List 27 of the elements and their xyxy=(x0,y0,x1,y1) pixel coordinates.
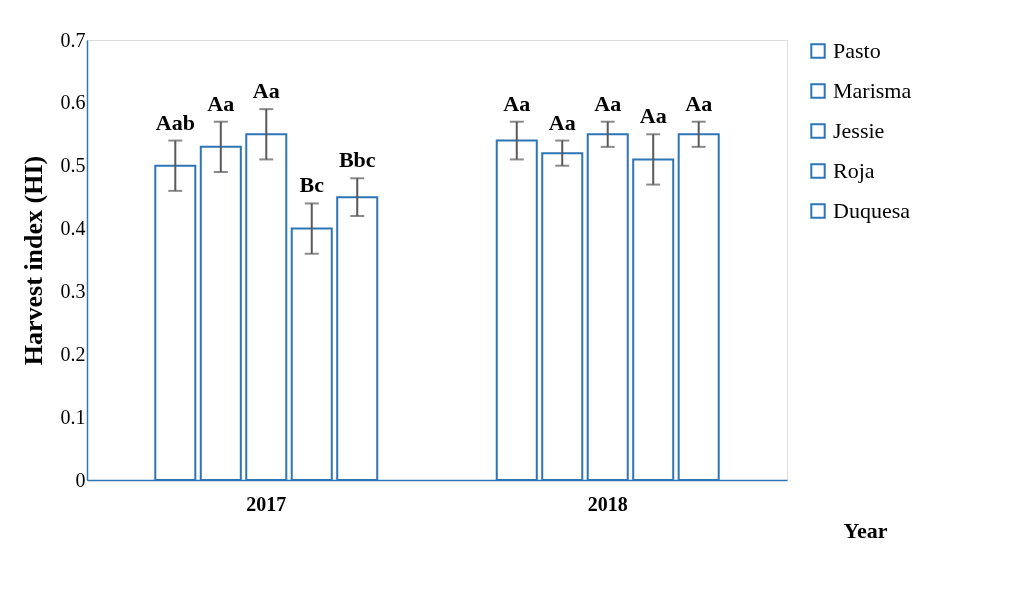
y-tick-label: 0 xyxy=(75,468,86,491)
x-axis-title: Year xyxy=(843,517,888,543)
data-label: Bc xyxy=(299,172,325,198)
data-label: Aa xyxy=(594,90,622,116)
legend-label: Jessie xyxy=(833,118,885,143)
y-tick-label: 0.4 xyxy=(60,217,86,240)
y-tick-label: 0.3 xyxy=(60,279,86,302)
legend-label: Marisma xyxy=(833,78,912,103)
y-tick-label: 0.6 xyxy=(60,91,86,114)
data-label: Aa xyxy=(252,78,280,104)
y-tick-label: 0.7 xyxy=(60,28,86,51)
y-tick-label: 0.1 xyxy=(60,405,86,428)
y-tick-label: 0.2 xyxy=(60,342,86,365)
legend-label: Pasto xyxy=(833,38,881,63)
data-label: Aa xyxy=(685,90,713,116)
data-label: Aa xyxy=(639,103,667,129)
legend-label: Roja xyxy=(833,158,875,183)
data-label: Aa xyxy=(207,90,235,116)
data-label: Bbc xyxy=(338,147,376,173)
y-tick-label: 0.5 xyxy=(60,154,86,177)
data-label: Aa xyxy=(548,109,576,135)
x-tick-label: 2018 xyxy=(587,492,628,515)
data-label: Aa xyxy=(503,90,531,116)
y-axis-title: Harvest index (HI) xyxy=(18,155,48,366)
data-label: Aab xyxy=(155,109,195,135)
x-tick-label: 2017 xyxy=(246,492,287,515)
legend-label: Duquesa xyxy=(833,198,911,223)
